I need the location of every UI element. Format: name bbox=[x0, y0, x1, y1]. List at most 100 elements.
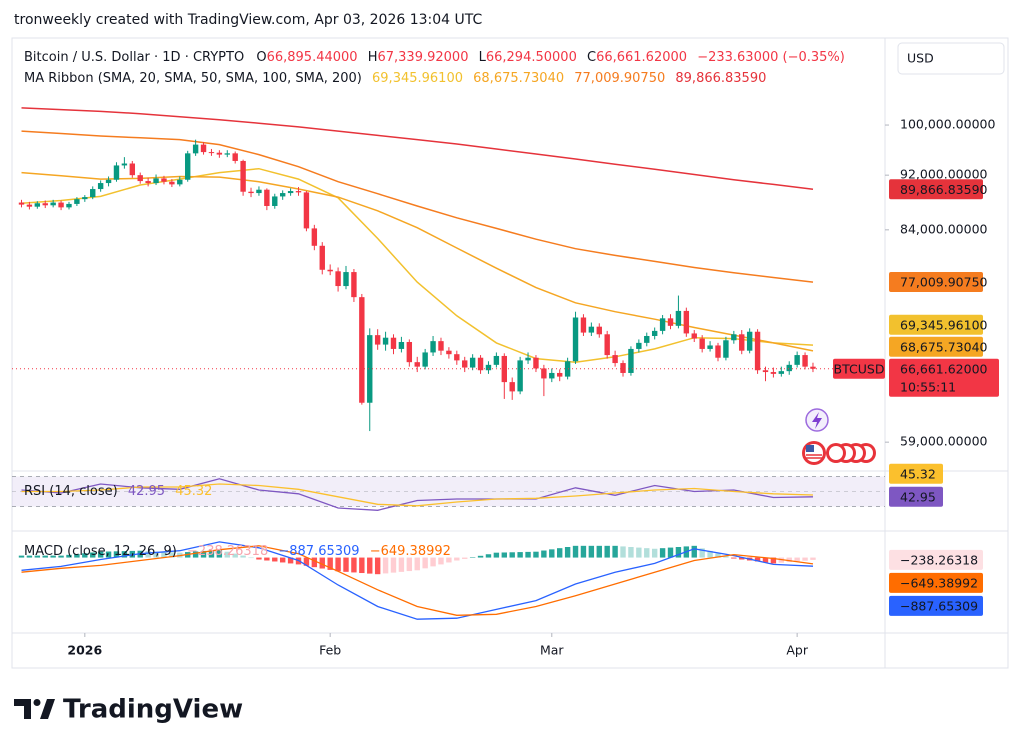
macd-histogram-bar bbox=[42, 555, 48, 558]
macd-histogram-bar bbox=[549, 549, 555, 558]
currency-button[interactable] bbox=[897, 42, 1005, 75]
macd-histogram-bar bbox=[596, 545, 602, 558]
candle-body bbox=[469, 357, 476, 368]
candle-body bbox=[82, 197, 88, 200]
macd-value: −887.65309 bbox=[278, 544, 359, 559]
price-badge bbox=[889, 486, 943, 507]
y-tick-label: 100,000.00000 bbox=[900, 117, 995, 132]
macd-histogram-bar bbox=[303, 557, 310, 566]
macd-histogram-bar bbox=[770, 557, 777, 564]
change: −233.63000 (−0.35%) bbox=[697, 50, 845, 65]
rsi-value: 42.95 bbox=[128, 484, 165, 499]
candle-body bbox=[311, 228, 318, 246]
candle-body bbox=[802, 355, 808, 367]
badge-label: 42.95 bbox=[900, 489, 936, 504]
macd-histogram-bar bbox=[612, 545, 618, 558]
macd-histogram-bar bbox=[604, 545, 610, 558]
macd-histogram-bar bbox=[200, 550, 207, 558]
currency[interactable]: USD bbox=[907, 51, 934, 66]
macd-histogram-bar bbox=[224, 551, 230, 558]
macd-histogram-bar bbox=[462, 557, 468, 559]
ohlc-key: H bbox=[368, 50, 378, 65]
macd-histogram-bar bbox=[446, 557, 452, 563]
series-line bbox=[21, 171, 814, 352]
series-line bbox=[21, 541, 814, 620]
candle-body bbox=[493, 355, 500, 365]
candle-body bbox=[414, 362, 420, 367]
candle-body bbox=[659, 318, 666, 331]
macd-histogram-bar bbox=[786, 557, 792, 563]
macd-histogram-bar bbox=[501, 552, 507, 558]
macd-histogram-bar bbox=[287, 557, 294, 564]
badge-label: 66,661.62000 bbox=[900, 361, 988, 376]
candle-body bbox=[335, 271, 341, 287]
macd-histogram-bar bbox=[279, 557, 286, 563]
candle-body bbox=[287, 191, 294, 194]
ribbon-value: 89,866.83590 bbox=[675, 71, 766, 86]
macd-histogram-bar bbox=[66, 554, 72, 558]
attribution: tronweekly created with TradingView.com,… bbox=[14, 12, 483, 28]
candle-body bbox=[74, 199, 80, 204]
candle-body bbox=[438, 341, 444, 351]
candle-body bbox=[343, 272, 349, 287]
candle-body bbox=[723, 340, 729, 358]
macd-histogram-bar bbox=[208, 550, 215, 558]
candle-body bbox=[422, 352, 428, 367]
candle-body bbox=[430, 341, 436, 353]
candle-body bbox=[588, 326, 595, 333]
macd-histogram-bar bbox=[90, 552, 96, 558]
macd-histogram-bar bbox=[564, 547, 571, 558]
macd-histogram-bar bbox=[644, 548, 650, 558]
macd-histogram-bar bbox=[121, 551, 128, 558]
macd-histogram-bar bbox=[810, 557, 816, 560]
macd-histogram-bar bbox=[802, 557, 808, 561]
macd-hist-value: −238.26318 bbox=[187, 544, 268, 559]
macd-histogram-bar bbox=[351, 557, 357, 573]
candle-body bbox=[762, 370, 769, 373]
macd-histogram-bar bbox=[398, 557, 405, 572]
candle-body bbox=[675, 310, 682, 326]
macd-histogram-bar bbox=[272, 557, 278, 562]
candle-body bbox=[367, 335, 373, 403]
candle-body bbox=[739, 334, 745, 351]
macd-histogram-bar bbox=[367, 557, 373, 574]
candle-body bbox=[620, 363, 626, 373]
candle-body bbox=[319, 245, 325, 270]
x-tick-label: Mar bbox=[540, 643, 564, 658]
badge-label: −649.38992 bbox=[900, 575, 978, 590]
macd-histogram-bar bbox=[359, 557, 365, 574]
candle-body bbox=[683, 310, 690, 334]
macd-histogram-bar bbox=[240, 555, 246, 558]
candle-body bbox=[295, 191, 302, 193]
macd-histogram-bar bbox=[192, 551, 199, 558]
macd-histogram-bar bbox=[469, 557, 476, 558]
candle-body bbox=[208, 152, 215, 154]
macd-histogram-bar bbox=[216, 549, 223, 558]
macd-histogram-bar bbox=[620, 546, 626, 558]
candle-body bbox=[177, 179, 183, 185]
badge-label: 68,675.73040 bbox=[900, 339, 988, 354]
macd-value: −649.38992 bbox=[370, 544, 451, 559]
candle-body bbox=[731, 334, 737, 341]
macd-histogram-bar bbox=[311, 557, 318, 568]
candle-body bbox=[604, 334, 610, 356]
ribbon-legend: MA Ribbon (SMA, 20, SMA, 50, SMA, 100, S… bbox=[24, 71, 766, 86]
candle-body bbox=[240, 160, 246, 192]
macd-histogram-bar bbox=[675, 547, 682, 558]
candle-body bbox=[97, 183, 104, 190]
badge-label: 77,009.90750 bbox=[900, 275, 988, 290]
candle-body bbox=[754, 331, 761, 371]
macd-histogram-bar bbox=[422, 557, 428, 569]
candle-body bbox=[145, 181, 151, 184]
y-tick-label: 84,000.00000 bbox=[900, 221, 988, 236]
candle-body bbox=[778, 371, 785, 374]
candle-body bbox=[691, 333, 697, 339]
candle-body bbox=[200, 144, 207, 153]
macd-histogram-bar bbox=[82, 553, 88, 558]
candle-body bbox=[232, 153, 238, 161]
macd-histogram-bar bbox=[113, 551, 120, 558]
macd-histogram-bar bbox=[335, 557, 341, 572]
x-tick-label: Apr bbox=[786, 643, 808, 658]
price-badge bbox=[889, 336, 983, 357]
macd-histogram-bar bbox=[588, 545, 595, 558]
